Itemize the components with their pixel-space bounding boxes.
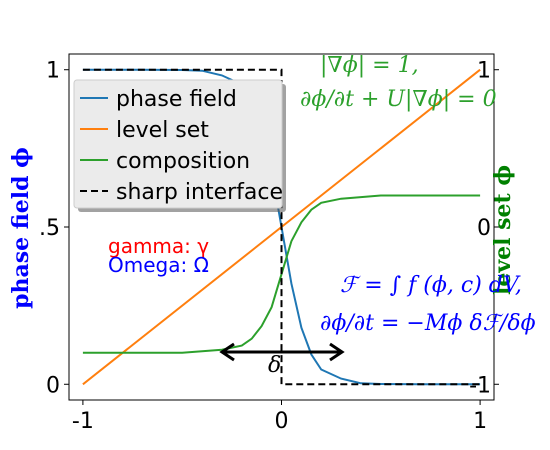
legend-label-3: sharp interface bbox=[116, 180, 283, 205]
y-tick-label-2: 1 bbox=[46, 59, 60, 84]
delta-arrow-left-head bbox=[219, 342, 235, 362]
delta-arrow bbox=[219, 342, 345, 362]
legend-label-2: composition bbox=[116, 149, 250, 174]
legend-label-0: phase field bbox=[116, 87, 237, 112]
right-tick-label-1: 0 bbox=[477, 216, 491, 241]
legend-box bbox=[73, 79, 283, 209]
right-tick-label-2: -1 bbox=[469, 373, 491, 398]
tick-layer: -1 0 1 0 .5 1 1 0 -1 bbox=[39, 59, 499, 434]
series-line-3 bbox=[82, 68, 481, 386]
annotation-level-set-eikonal: |∇ϕ| = 1, bbox=[320, 53, 419, 78]
legend: phase field level set composition sharp int… bbox=[73, 79, 286, 212]
legend-label-1: level set bbox=[116, 118, 209, 143]
y-tick-label-1: .5 bbox=[39, 216, 60, 241]
annotation-evolution: ∂ϕ/∂t = −Mϕ δℱ/δϕ bbox=[320, 311, 536, 336]
annotation-free-energy: ℱ = ∫ f (ϕ, c) dV, bbox=[340, 273, 522, 298]
y-axis-label-left: phase field ϕ bbox=[8, 147, 34, 309]
y-tick-label-0: 0 bbox=[46, 373, 60, 398]
x-tick-label-2: 1 bbox=[473, 409, 487, 434]
delta-arrow-right-head bbox=[329, 342, 345, 362]
x-tick-label-1: 0 bbox=[275, 409, 289, 434]
annotation-delta: δ bbox=[268, 353, 281, 378]
legend-items: phase field level set composition sharp int… bbox=[80, 87, 283, 205]
annotation-gamma: gamma: γ bbox=[108, 234, 209, 258]
x-tick-label-0: -1 bbox=[72, 409, 94, 434]
annotation-level-set-advection: ∂ϕ/∂t + U|∇ϕ| = 0 bbox=[300, 87, 497, 112]
annotation-omega: Omega: Ω bbox=[108, 253, 209, 277]
right-tick-label-0: 1 bbox=[477, 59, 491, 84]
y-axis-label-right: level set ϕ bbox=[490, 165, 516, 295]
